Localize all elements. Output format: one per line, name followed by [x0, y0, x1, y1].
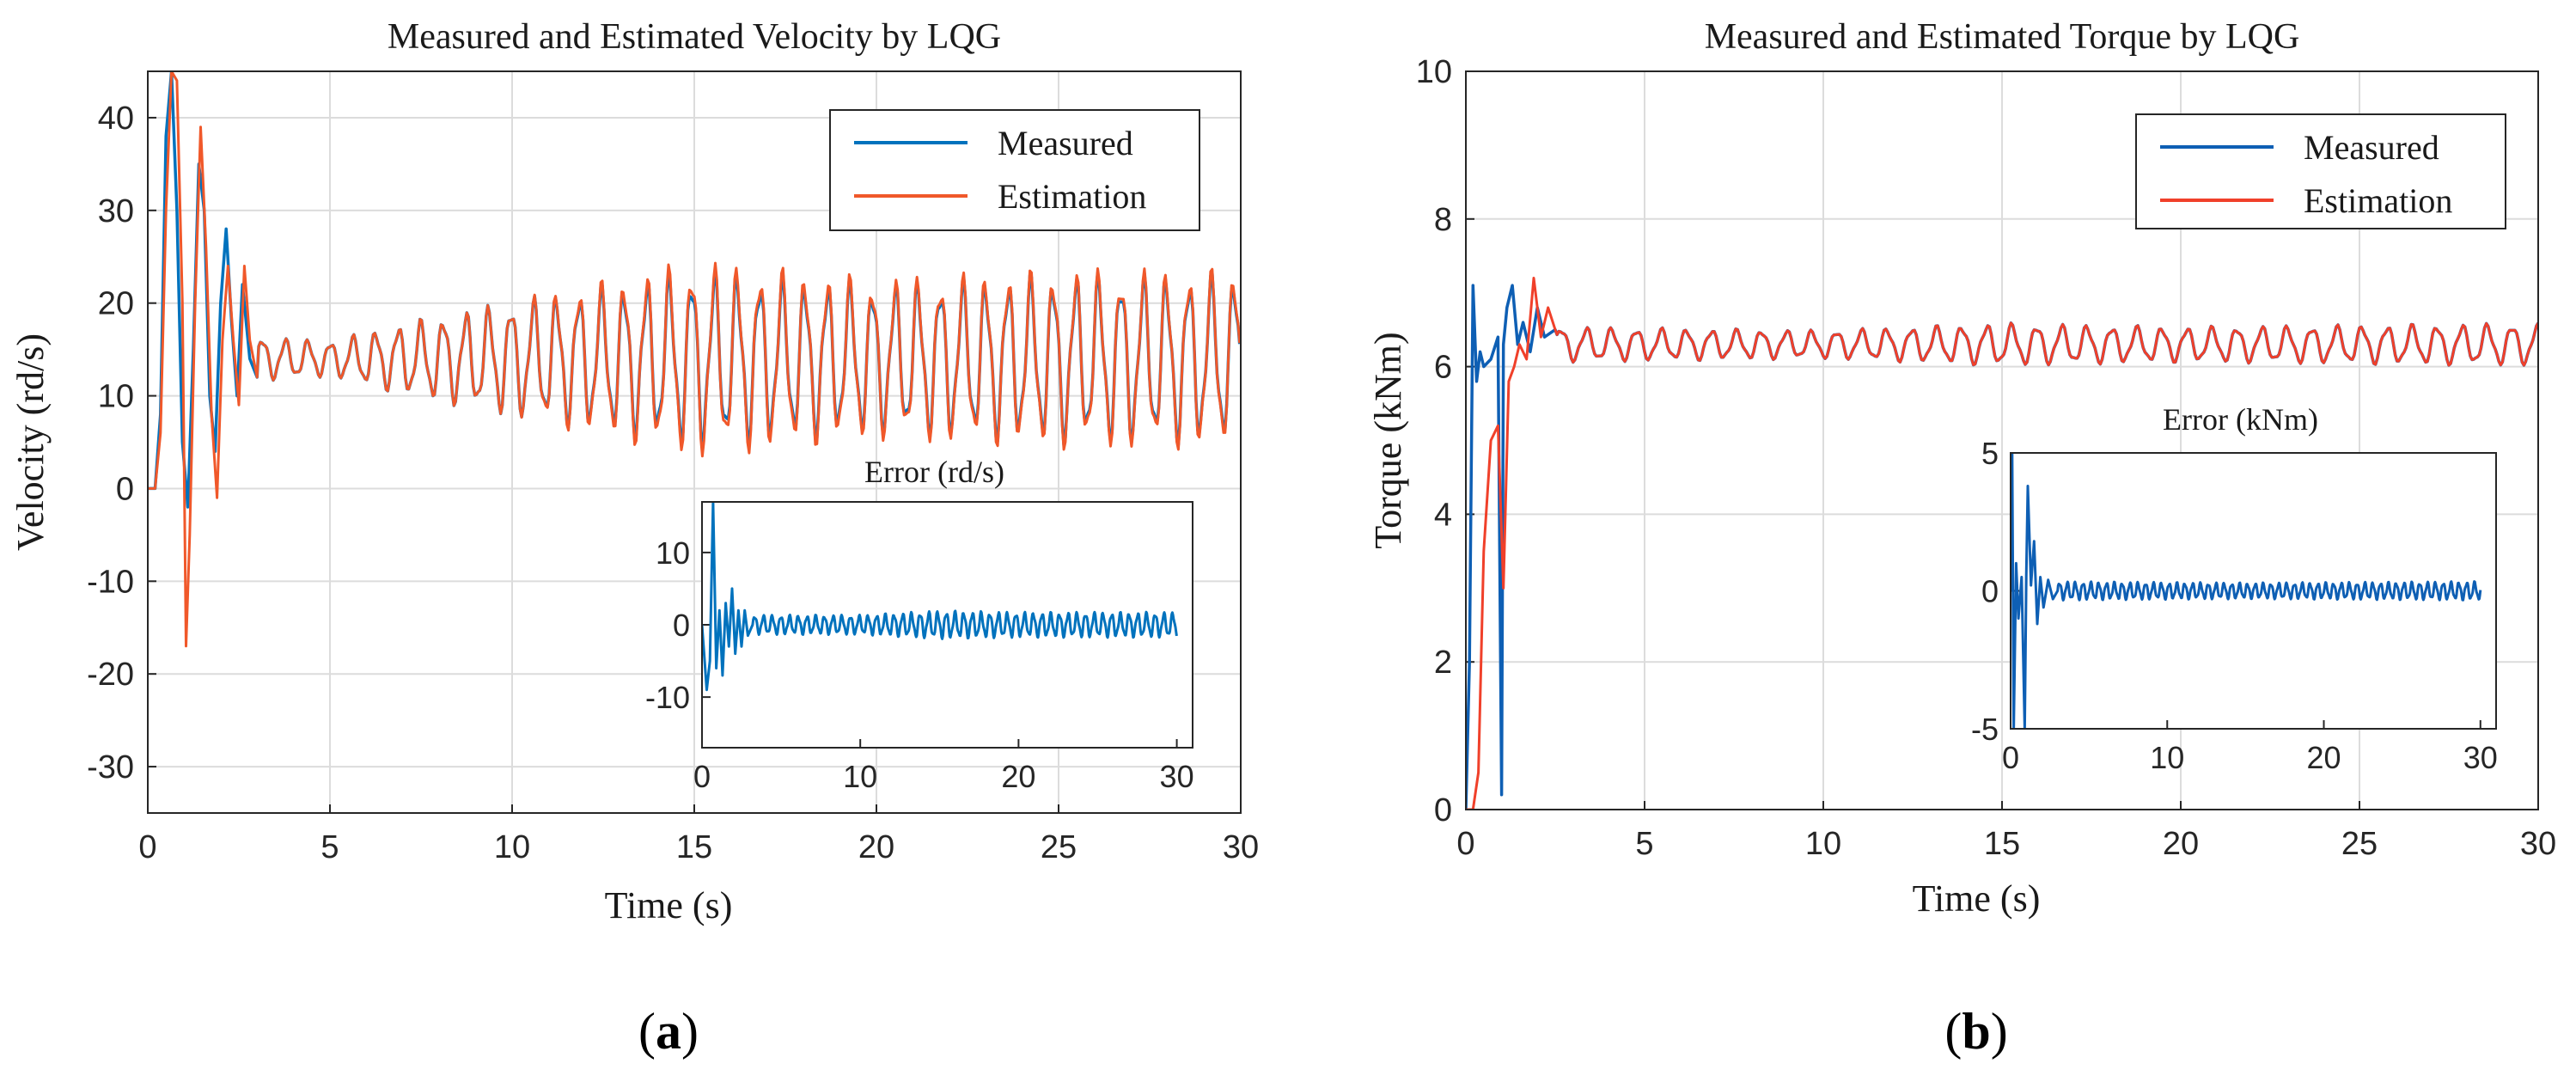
main-y-tick-label: -20 [87, 657, 134, 693]
x-axis-label: Time (s) [1913, 877, 2041, 920]
inset-frame [701, 501, 1193, 749]
main-y-tick-label: 2 [1434, 645, 1452, 681]
inset-x-tick-label: 30 [2463, 740, 2498, 775]
main-x-tick-label: 20 [858, 829, 894, 865]
panel-label: (a) [638, 1003, 699, 1060]
inset-x-tick-label: 0 [693, 759, 711, 794]
inset-error-line [702, 502, 1178, 692]
main-y-tick-label: 20 [98, 286, 134, 322]
main-y-tick-label: 4 [1434, 497, 1452, 533]
panel-label-paren: ) [681, 1003, 699, 1060]
inset-error-line [2011, 453, 2482, 729]
panel-label: (b) [1944, 1003, 2007, 1060]
legend-label-estimation: Estimation [998, 177, 1146, 216]
chart-title: Measured and Estimated Velocity by LQG [388, 17, 1001, 57]
plot-frame [1465, 70, 2539, 810]
main-x-tick-label: 0 [1456, 826, 1474, 862]
y-axis-label: Velocity (rd/s) [9, 333, 52, 551]
chart-title: Measured and Estimated Torque by LQG [1705, 17, 2300, 57]
main-x-tick-label: 15 [676, 829, 712, 865]
inset-x-tick-label: 0 [2002, 740, 2019, 775]
panel-label-paren: ( [638, 1003, 656, 1060]
main-y-tick-label: 8 [1434, 202, 1452, 238]
inset-y-tick-label: 0 [1981, 574, 1999, 609]
legend-label-measured: Measured [2304, 128, 2439, 167]
inset-x-tick-label: 10 [2150, 740, 2184, 775]
main-x-tick-label: 10 [1805, 826, 1841, 862]
inset-title: Error (kNm) [2163, 402, 2318, 437]
main-y-tick-label: 0 [116, 471, 134, 507]
inset-frame [2010, 452, 2497, 730]
main-x-tick-label: 10 [494, 829, 530, 865]
main-x-tick-label: 0 [138, 829, 156, 865]
panel-label-letter: a [656, 1003, 681, 1060]
main-x-tick-label: 30 [1223, 829, 1259, 865]
y-axis-label: Torque (kNm) [1367, 332, 1409, 548]
legend-label-estimation: Estimation [2304, 181, 2452, 220]
inset-y-tick-label: 5 [1981, 436, 1999, 471]
inset-x-tick-label: 10 [843, 759, 877, 794]
main-x-tick-label: 5 [1635, 826, 1653, 862]
main-x-tick-label: 20 [2163, 826, 2199, 862]
main-y-tick-label: 30 [98, 193, 134, 229]
panel-label-letter: b [1962, 1003, 1990, 1060]
series-line-estimation [148, 71, 1241, 648]
main-y-tick-label: -10 [87, 564, 134, 600]
inset-y-tick-label: 0 [673, 608, 690, 643]
plot-frame [147, 70, 1242, 814]
inset-y-tick-label: -10 [645, 680, 690, 715]
x-axis-label: Time (s) [605, 884, 733, 926]
main-y-tick-label: 10 [98, 379, 134, 415]
main-y-tick-label: 0 [1434, 792, 1452, 828]
main-x-tick-label: 25 [2341, 826, 2378, 862]
inset-y-tick-label: 10 [656, 535, 690, 571]
main-x-tick-label: 5 [320, 829, 339, 865]
inset-y-tick-label: -5 [1971, 712, 1999, 747]
main-x-tick-label: 15 [1984, 826, 2020, 862]
legend-label-measured: Measured [998, 124, 1133, 162]
inset-title: Error (rd/s) [864, 455, 1004, 489]
chart-panel-b: 0 5 10 15 20 25 30 0 2 4 6 8 10 Measured and Estimate… [1367, 17, 2556, 1060]
legend-box [2135, 113, 2506, 229]
panel-label-paren: ) [1991, 1003, 2008, 1060]
main-x-tick-label: 25 [1041, 829, 1077, 865]
inset-x-tick-label: 20 [1001, 759, 1035, 794]
legend-box [829, 109, 1200, 231]
main-x-tick-label: 30 [2520, 826, 2556, 862]
main-y-tick-label: 6 [1434, 350, 1452, 386]
main-y-tick-label: -30 [87, 749, 134, 786]
inset-x-tick-label: 20 [2306, 740, 2341, 775]
series-line-estimation [1466, 277, 2538, 810]
panel-label-paren: ( [1944, 1003, 1962, 1060]
main-y-tick-label: 40 [98, 101, 134, 137]
inset-x-tick-label: 30 [1160, 759, 1194, 794]
main-y-tick-label: 10 [1416, 54, 1452, 90]
